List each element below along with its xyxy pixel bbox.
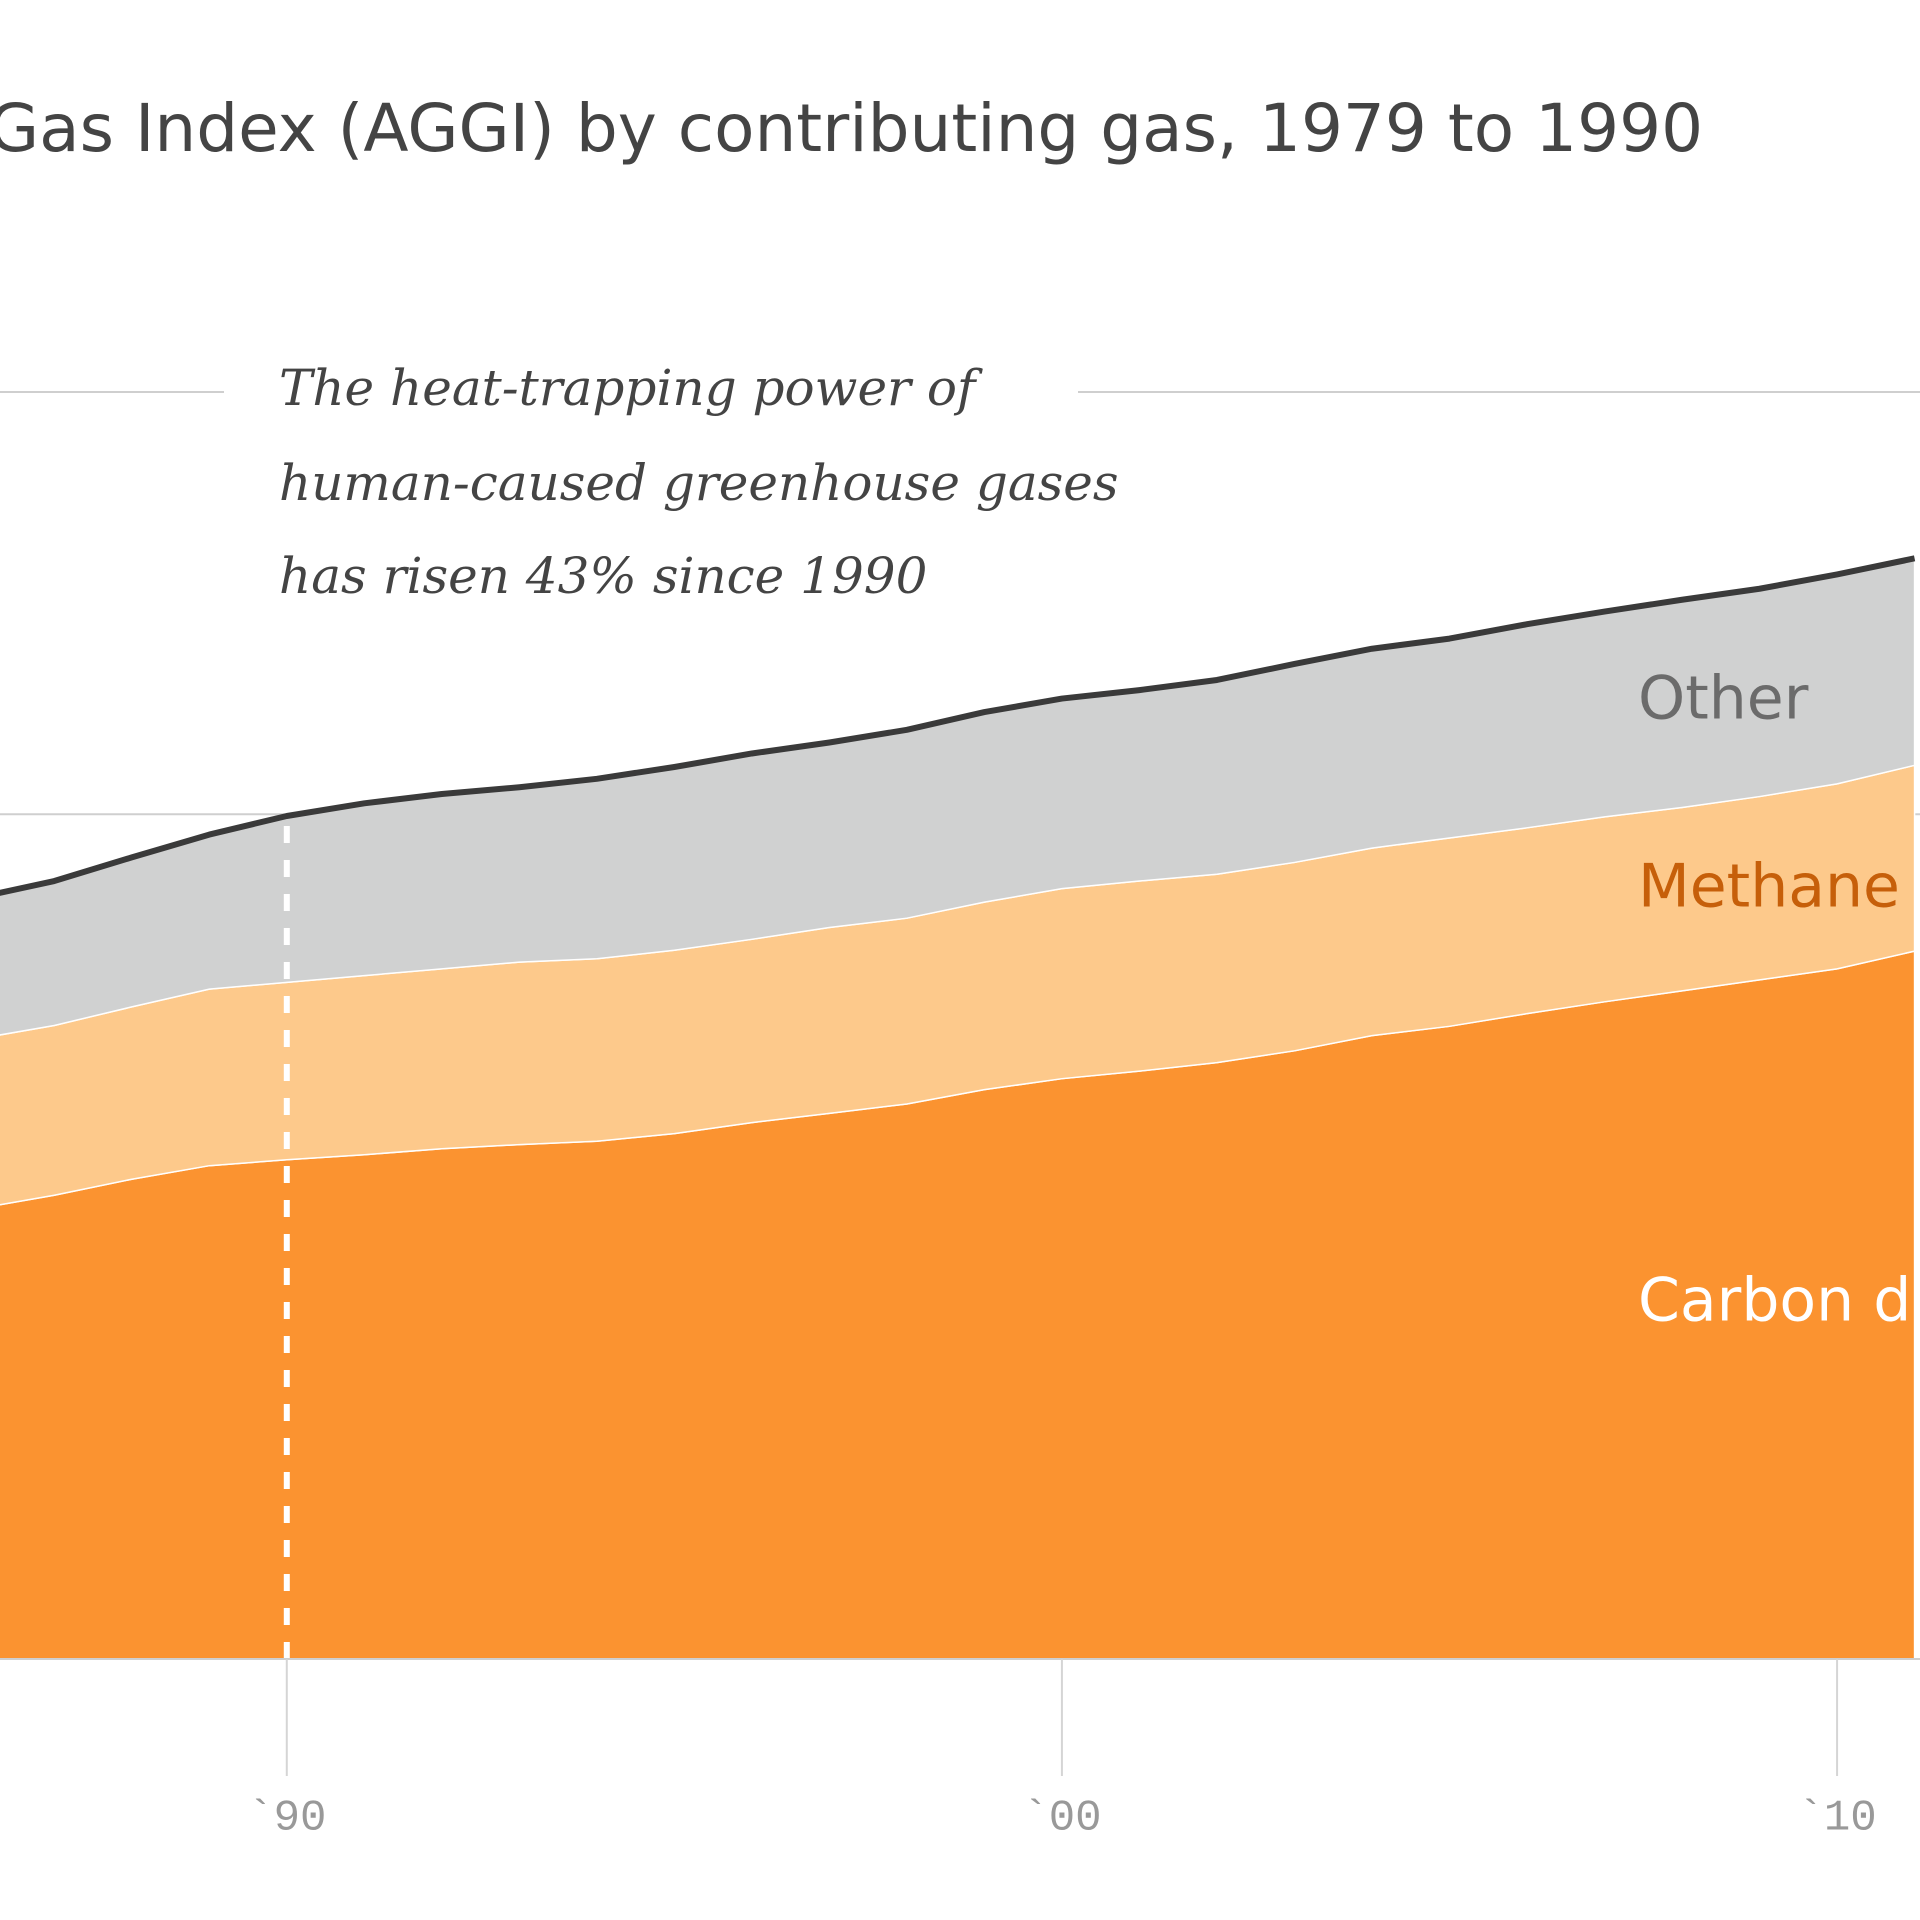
annotation-line: has risen 43% since 1990 (279, 547, 927, 605)
annotation-background (224, 360, 1078, 420)
annotation-line: The heat-trapping power of (279, 359, 983, 417)
series-label: Carbon d (1638, 1266, 1911, 1336)
annotation-line: human-caused greenhouse gases (279, 454, 1119, 512)
chart-title: Gas Index (AGGI) by contributing gas, 19… (0, 90, 1703, 167)
x-tick-label: `10 (1797, 1794, 1876, 1844)
total-line (0, 555, 1916, 896)
x-tick-label: `00 (1022, 1794, 1101, 1844)
x-tick-label: `90 (247, 1794, 326, 1844)
series-label: Other (1638, 664, 1809, 734)
areas (0, 555, 1916, 1660)
series-label: Methane (1638, 852, 1900, 922)
